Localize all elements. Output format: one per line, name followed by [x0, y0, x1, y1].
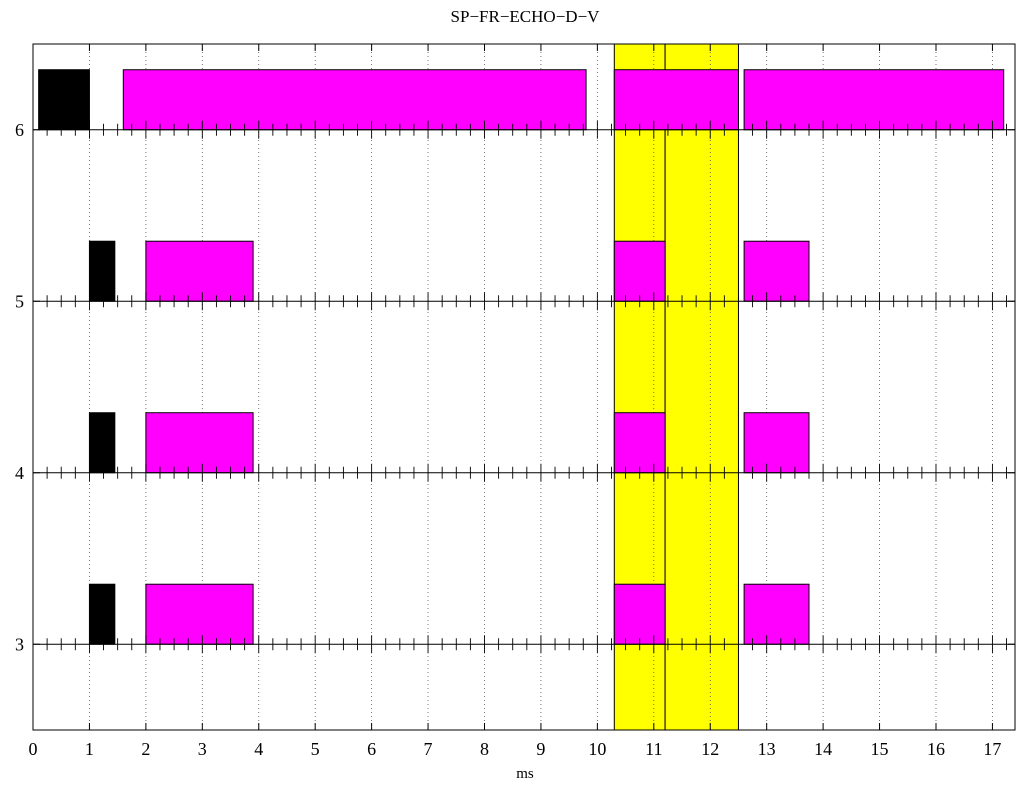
- channel-5-block-0: [88, 240, 116, 302]
- x-tick-label-7: 7: [424, 739, 433, 759]
- channel-6-block-2: [613, 69, 739, 131]
- channel-5-ticks: [32, 292, 1007, 311]
- x-tick-label-11: 11: [645, 739, 662, 759]
- x-tick-label-4: 4: [254, 739, 263, 759]
- y-tick-label-3: 3: [15, 634, 24, 654]
- x-tick-label-6: 6: [367, 739, 376, 759]
- x-tick-label-2: 2: [141, 739, 150, 759]
- x-tick-label-10: 10: [588, 739, 606, 759]
- x-tick-label-13: 13: [758, 739, 776, 759]
- channel-3-ticks: [32, 635, 1007, 654]
- channel-3-block-1: [145, 583, 254, 645]
- x-tick-label-15: 15: [871, 739, 889, 759]
- channel-4-block-1: [145, 412, 254, 474]
- channel-5-block-1: [145, 240, 254, 302]
- y-tick-label-4: 4: [15, 463, 24, 483]
- channel-6-ticks: [32, 120, 1007, 139]
- x-tick-label-12: 12: [701, 739, 719, 759]
- x-tick-label-14: 14: [814, 739, 832, 759]
- x-tick-label-5: 5: [311, 739, 320, 759]
- highlight-region-1: [664, 43, 739, 731]
- x-tick-label-9: 9: [536, 739, 545, 759]
- y-tick-label-6: 6: [15, 120, 24, 140]
- channel-6-block-1: [122, 69, 587, 131]
- channel-5-block-3: [743, 240, 810, 302]
- plot-frame: [32, 43, 1016, 731]
- channel-6-block-0: [38, 69, 90, 131]
- chart-title: SP−FR−ECHO−D−V: [451, 7, 601, 26]
- channel-5-block-2: [613, 240, 666, 302]
- channel-3-block-0: [88, 583, 116, 645]
- x-tick-label-0: 0: [29, 739, 38, 759]
- x-tick-label-17: 17: [983, 739, 1001, 759]
- x-tick-label-1: 1: [85, 739, 94, 759]
- channel-3-block-2: [613, 583, 666, 645]
- x-tick-label-3: 3: [198, 739, 207, 759]
- x-tick-label-16: 16: [927, 739, 945, 759]
- channel-6-block-3: [743, 69, 1005, 131]
- plot-layer: [32, 43, 1016, 731]
- channel-4-block-3: [743, 412, 810, 474]
- channel-4-block-0: [88, 412, 116, 474]
- channel-3-block-3: [743, 583, 810, 645]
- x-tick-label-8: 8: [480, 739, 489, 759]
- channel-4-block-2: [613, 412, 666, 474]
- y-tick-label-5: 5: [15, 291, 24, 311]
- x-axis-label: ms: [516, 766, 534, 782]
